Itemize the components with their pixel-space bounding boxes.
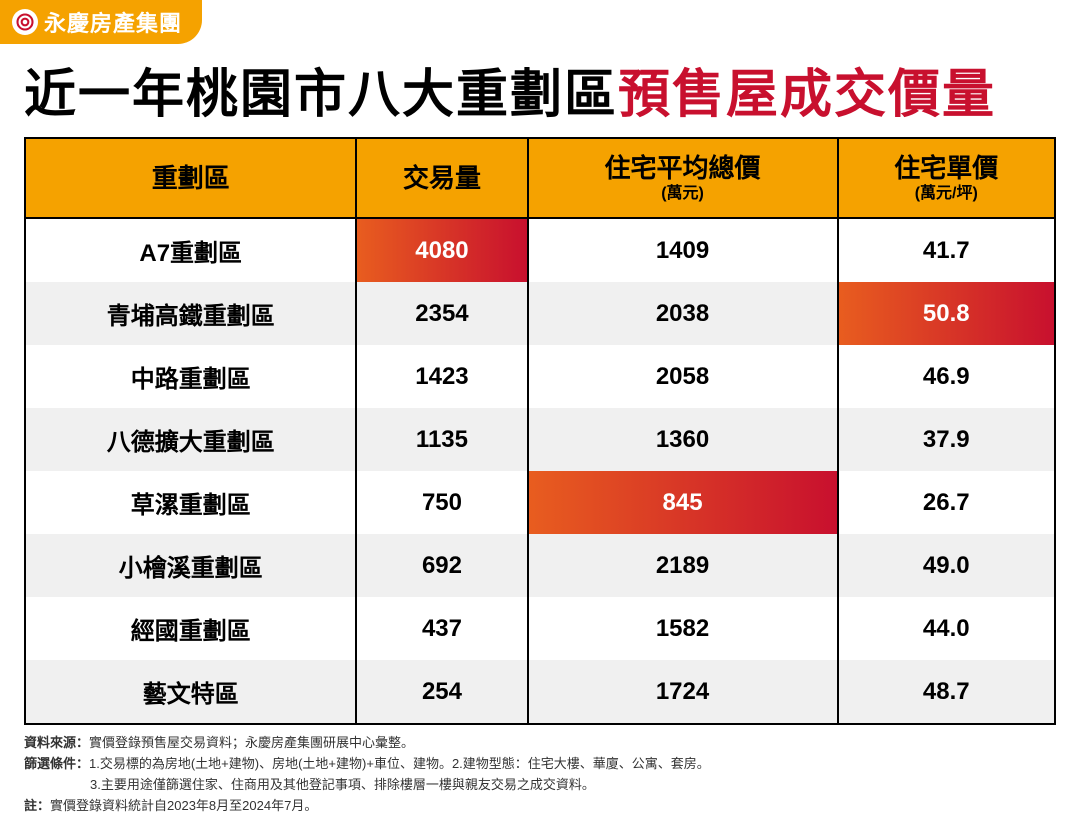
table-row: 經國重劃區437158244.0 (25, 597, 1055, 660)
cell-value: 2058 (528, 345, 838, 408)
cell-value: 48.7 (838, 660, 1055, 724)
cell-name: 草漯重劃區 (25, 471, 356, 534)
table-row: 小檜溪重劃區692218949.0 (25, 534, 1055, 597)
data-table: 重劃區交易量住宅平均總價(萬元)住宅單價(萬元/坪) A7重劃區40801409… (24, 137, 1056, 725)
cell-value: 49.0 (838, 534, 1055, 597)
footnotes: 資料來源：實價登錄預售屋交易資料；永慶房產集團研展中心彙整。 篩選條件：1.交易… (0, 725, 1080, 832)
cell-value: 44.0 (838, 597, 1055, 660)
source-text: 實價登錄預售屋交易資料；永慶房產集團研展中心彙整。 (89, 735, 414, 750)
col-header-label: 住宅平均總價 (605, 153, 761, 183)
cell-value: 4080 (356, 218, 527, 282)
cell-value: 37.9 (838, 408, 1055, 471)
table-row: 八德擴大重劃區1135136037.9 (25, 408, 1055, 471)
filter-label: 篩選條件： (24, 756, 89, 771)
footnote-note: 註：實價登錄資料統計自2023年8月至2024年7月。 (24, 796, 1056, 817)
cell-name: 八德擴大重劃區 (25, 408, 356, 471)
table-row: 青埔高鐵重劃區2354203850.8 (25, 282, 1055, 345)
cell-value: 1409 (528, 218, 838, 282)
source-label: 資料來源： (24, 735, 89, 750)
cell-value: 26.7 (838, 471, 1055, 534)
cell-value: 1724 (528, 660, 838, 724)
cell-value: 1135 (356, 408, 527, 471)
table-row: A7重劃區4080140941.7 (25, 218, 1055, 282)
cell-value: 2038 (528, 282, 838, 345)
cell-value: 2354 (356, 282, 527, 345)
cell-value: 845 (528, 471, 838, 534)
footnote-source: 資料來源：實價登錄預售屋交易資料；永慶房產集團研展中心彙整。 (24, 733, 1056, 754)
cell-name: 小檜溪重劃區 (25, 534, 356, 597)
cell-value: 692 (356, 534, 527, 597)
cell-value: 437 (356, 597, 527, 660)
col-header-2: 住宅平均總價(萬元) (528, 138, 838, 218)
cell-value: 1582 (528, 597, 838, 660)
title-pre: 近一年 (24, 66, 186, 124)
cell-value: 1423 (356, 345, 527, 408)
cell-value: 750 (356, 471, 527, 534)
table-body: A7重劃區4080140941.7青埔高鐵重劃區2354203850.8中路重劃… (25, 218, 1055, 724)
brand-text: 永慶房產集團 (44, 6, 182, 38)
cell-name: 中路重劃區 (25, 345, 356, 408)
brand-badge: 永慶房產集團 (0, 0, 202, 44)
cell-value: 254 (356, 660, 527, 724)
table-row: 草漯重劃區75084526.7 (25, 471, 1055, 534)
cell-name: A7重劃區 (25, 218, 356, 282)
cell-value: 1360 (528, 408, 838, 471)
col-header-label: 交易量 (403, 163, 481, 193)
title-mid: 桃園市八大重劃區 (186, 66, 618, 124)
col-header-0: 重劃區 (25, 138, 356, 218)
table-header-row: 重劃區交易量住宅平均總價(萬元)住宅單價(萬元/坪) (25, 138, 1055, 218)
cell-name: 青埔高鐵重劃區 (25, 282, 356, 345)
col-header-label: 住宅單價 (894, 153, 998, 183)
cell-value: 2189 (528, 534, 838, 597)
note-text: 實價登錄資料統計自2023年8月至2024年7月。 (50, 798, 317, 813)
cell-value: 41.7 (838, 218, 1055, 282)
filter-text-1: 1.交易標的為房地(土地+建物)、房地(土地+建物)+車位、建物。2.建物型態：… (89, 756, 710, 771)
col-header-sub: (萬元/坪) (847, 184, 1046, 203)
col-header-3: 住宅單價(萬元/坪) (838, 138, 1055, 218)
footnote-filter-2: 3.主要用途僅篩選住家、住商用及其他登記事項、排除樓層一樓與親友交易之成交資料。 (24, 775, 1056, 796)
table-row: 中路重劃區1423205846.9 (25, 345, 1055, 408)
note-label: 註： (24, 798, 50, 813)
table-row: 藝文特區254172448.7 (25, 660, 1055, 724)
col-header-1: 交易量 (356, 138, 527, 218)
footnote-filter-1: 篩選條件：1.交易標的為房地(土地+建物)、房地(土地+建物)+車位、建物。2.… (24, 754, 1056, 775)
filter-text-2: 3.主要用途僅篩選住家、住商用及其他登記事項、排除樓層一樓與親友交易之成交資料。 (90, 777, 595, 792)
cell-name: 經國重劃區 (25, 597, 356, 660)
cell-name: 藝文特區 (25, 660, 356, 724)
page-title: 近一年桃園市八大重劃區預售屋成交價量 (0, 44, 1080, 137)
brand-logo-icon (12, 9, 38, 35)
cell-value: 50.8 (838, 282, 1055, 345)
col-header-label: 重劃區 (152, 163, 230, 193)
col-header-sub: (萬元) (537, 184, 829, 203)
title-accent: 預售屋成交價量 (618, 66, 996, 124)
cell-value: 46.9 (838, 345, 1055, 408)
